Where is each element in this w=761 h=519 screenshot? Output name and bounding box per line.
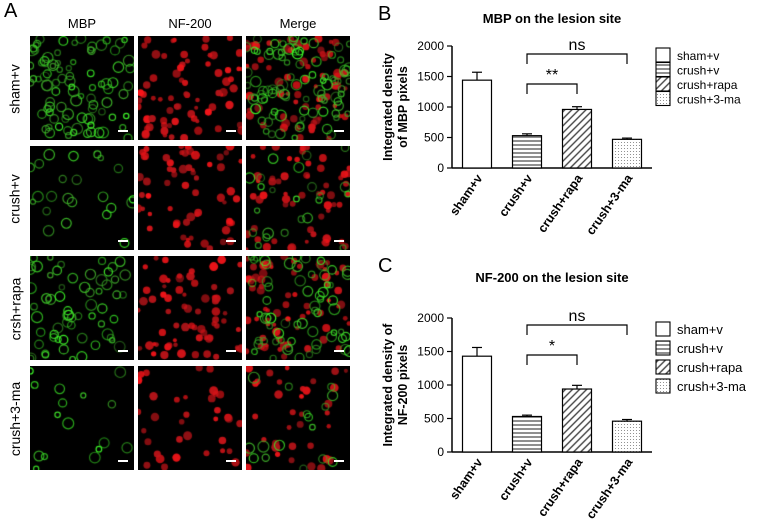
scale-bar bbox=[118, 240, 128, 242]
micrograph-crush+v-Merge bbox=[246, 146, 350, 250]
significance-bracket bbox=[526, 53, 628, 64]
legend-entry: crush+v bbox=[677, 341, 723, 356]
y-tick-label: 0 bbox=[437, 445, 444, 459]
significance-label: * bbox=[549, 338, 555, 355]
significance-label: ** bbox=[546, 67, 558, 84]
micrograph-crush+3-ma-MBP bbox=[30, 366, 134, 470]
legend-entry: crush+rapa bbox=[677, 78, 738, 92]
scale-bar bbox=[226, 240, 236, 242]
row-label-sham: sham+v bbox=[7, 64, 24, 114]
y-tick-label: 1500 bbox=[417, 70, 444, 84]
chart-nf200: C NF-200 on the lesion site Integrated den… bbox=[378, 255, 747, 519]
x-tick-label: sham+v bbox=[447, 456, 485, 502]
y-axis-label: Integrated density ofNF-200 pixels bbox=[381, 323, 410, 447]
bar-sham+v bbox=[461, 355, 493, 453]
significance-bracket bbox=[526, 354, 578, 365]
column-head-mbp: MBP bbox=[67, 16, 97, 31]
row-label-rapa: crsh+rapa bbox=[7, 277, 23, 341]
micrograph-sham+v-MBP bbox=[30, 36, 134, 140]
scale-bar bbox=[118, 130, 128, 132]
x-tick-label: sham+v bbox=[447, 172, 485, 218]
legend-swatch bbox=[655, 76, 671, 92]
row-label-crush: crush+v bbox=[7, 174, 24, 224]
scale-bar bbox=[334, 350, 344, 352]
chart-mbp: B MBP on the lesion site Integrated densit… bbox=[378, 3, 741, 238]
scale-bar bbox=[226, 130, 236, 132]
micrograph-crush+v-NF-200 bbox=[138, 146, 242, 250]
legend-swatch bbox=[655, 321, 671, 337]
legend-swatch bbox=[655, 359, 671, 375]
micrograph-crush+v-MBP bbox=[30, 146, 134, 250]
row-label-3ma: crush+3-ma bbox=[7, 381, 23, 457]
x-tick-label: crush+rapa bbox=[535, 455, 586, 519]
column-head-merge: Merge bbox=[279, 16, 317, 31]
scale-bar bbox=[118, 350, 128, 352]
y-tick-label: 1000 bbox=[417, 378, 444, 392]
scale-bar bbox=[118, 460, 128, 462]
legend-swatch bbox=[655, 378, 671, 394]
y-tick-label: 1000 bbox=[417, 100, 444, 114]
bar-crush+v bbox=[511, 135, 543, 169]
y-axis-label: Integrated densityof MBP pixels bbox=[381, 53, 410, 161]
y-tick-label: 500 bbox=[424, 131, 444, 145]
scale-bar bbox=[226, 460, 236, 462]
legend-entry: crush+v bbox=[677, 64, 719, 78]
bar-sham+v bbox=[461, 79, 493, 169]
x-tick-label: crush+v bbox=[496, 172, 535, 220]
legend-swatch bbox=[655, 340, 671, 356]
micrograph-crush+3-ma-Merge bbox=[246, 366, 350, 470]
x-tick-label: crush+3-ma bbox=[584, 171, 637, 238]
micrograph-crsh+rapa-MBP bbox=[30, 256, 134, 360]
x-tick-label: crush+v bbox=[496, 456, 535, 504]
micrograph-crsh+rapa-NF-200 bbox=[138, 256, 242, 360]
chart-title: MBP on the lesion site bbox=[483, 11, 621, 26]
bar-crush+3-ma bbox=[611, 420, 643, 453]
legend-entry: crush+3-ma bbox=[677, 379, 747, 394]
chart-title: NF-200 on the lesion site bbox=[475, 270, 628, 285]
bar-crush+3-ma bbox=[611, 138, 643, 169]
panel-a-letter: A bbox=[4, 0, 18, 22]
panel-letter: C bbox=[378, 255, 392, 277]
y-tick-label: 1500 bbox=[417, 345, 444, 359]
legend-swatch bbox=[655, 61, 671, 78]
significance-label: ns bbox=[569, 308, 586, 325]
scale-bar bbox=[334, 130, 344, 132]
micrograph-sham+v-NF-200 bbox=[138, 36, 242, 140]
scale-bar bbox=[226, 350, 236, 352]
scale-bar bbox=[334, 460, 344, 462]
legend-entry: crush+3-ma bbox=[677, 93, 741, 107]
significance-label: ns bbox=[569, 37, 586, 54]
bar-crush+rapa bbox=[561, 388, 593, 453]
legend-entry: crush+rapa bbox=[677, 360, 743, 375]
y-tick-label: 2000 bbox=[417, 311, 444, 325]
x-tick-label: crush+rapa bbox=[535, 171, 586, 235]
significance-bracket bbox=[526, 83, 578, 94]
micrograph-crsh+rapa-Merge bbox=[246, 256, 350, 360]
y-tick-label: 0 bbox=[437, 161, 444, 175]
y-tick-label: 2000 bbox=[417, 39, 444, 53]
x-tick-label: crush+3-ma bbox=[584, 455, 637, 519]
legend-swatch bbox=[655, 47, 671, 63]
panel-letter: B bbox=[378, 3, 391, 25]
bar-crush+rapa bbox=[561, 108, 593, 169]
legend-swatch bbox=[655, 90, 671, 107]
legend-entry: sham+v bbox=[677, 322, 723, 337]
significance-bracket bbox=[526, 324, 628, 335]
column-head-nf200: NF-200 bbox=[168, 16, 212, 31]
y-tick-label: 500 bbox=[424, 412, 444, 426]
bar-crush+v bbox=[511, 415, 543, 453]
micrograph-sham+v-Merge bbox=[246, 36, 350, 140]
legend-entry: sham+v bbox=[677, 49, 719, 63]
micrograph-crush+3-ma-NF-200 bbox=[138, 366, 242, 470]
scale-bar bbox=[334, 240, 344, 242]
